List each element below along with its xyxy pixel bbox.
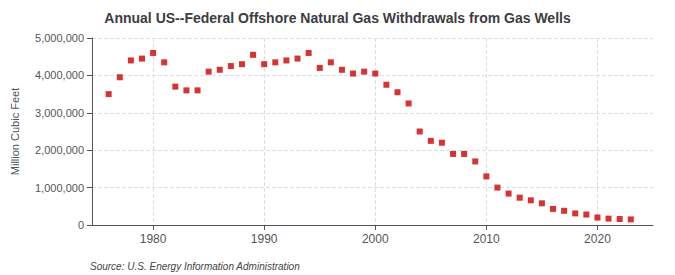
svg-text:Million Cubic Feet: Million Cubic Feet [9,88,21,175]
svg-text:4,000,000: 4,000,000 [35,69,84,81]
svg-text:2000: 2000 [362,232,389,246]
svg-text:2020: 2020 [584,232,611,246]
svg-text:Annual US--Federal Offshore Na: Annual US--Federal Offshore Natural Gas … [104,10,571,26]
svg-text:3,000,000: 3,000,000 [35,107,84,119]
svg-text:2,000,000: 2,000,000 [35,144,84,156]
svg-text:1990: 1990 [251,232,278,246]
svg-text:2010: 2010 [473,232,500,246]
svg-text:5,000,000: 5,000,000 [35,32,84,44]
svg-text:1980: 1980 [140,232,167,246]
svg-text:Source: U.S. Energy Informatio: Source: U.S. Energy Information Administ… [90,261,300,272]
svg-text:1,000,000: 1,000,000 [35,182,84,194]
svg-text:0: 0 [78,219,84,231]
